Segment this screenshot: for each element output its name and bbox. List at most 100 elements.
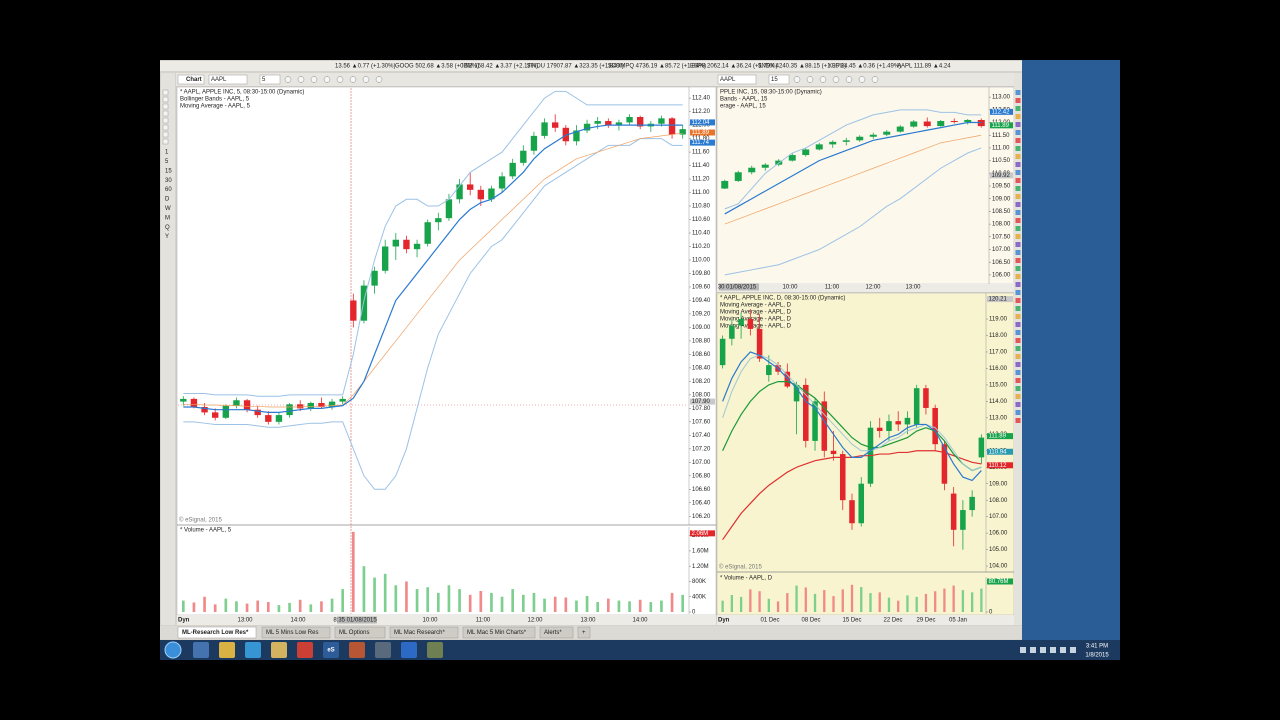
workspace-tab-label[interactable]: ML 5 Mins Low Res: [266, 630, 318, 636]
chart-tab[interactable]: [177, 74, 205, 85]
tool-icon[interactable]: [1015, 90, 1021, 95]
tool-icon[interactable]: [1015, 402, 1021, 407]
symbol-2[interactable]: AAPL: [720, 77, 736, 83]
tool-icon[interactable]: [1015, 202, 1021, 207]
interval-button[interactable]: D: [165, 197, 170, 203]
toolbar-button[interactable]: [793, 76, 801, 83]
toolbar-button[interactable]: [375, 76, 383, 83]
workspace-tab-label[interactable]: ML-Research Low Res*: [182, 630, 249, 636]
workspace-tab-label[interactable]: ML Mac 5 Min Charts*: [467, 630, 527, 636]
tool-icon[interactable]: [162, 131, 169, 138]
tool-icon[interactable]: [1015, 186, 1021, 191]
taskbar-icon[interactable]: [375, 642, 391, 658]
tool-icon[interactable]: [1015, 282, 1021, 287]
workspace-tab[interactable]: [261, 626, 331, 639]
toolbar-button[interactable]: [284, 76, 292, 83]
tool-icon[interactable]: [1015, 194, 1021, 199]
toolbar-button[interactable]: [858, 76, 866, 83]
tray-icon[interactable]: [1060, 647, 1066, 653]
tool-icon[interactable]: [162, 110, 169, 117]
toolbar-button[interactable]: [845, 76, 853, 83]
toolbar-button[interactable]: [349, 76, 357, 83]
tool-icon[interactable]: [1015, 178, 1021, 183]
toolbar-button[interactable]: [336, 76, 344, 83]
tool-icon[interactable]: [1015, 274, 1021, 279]
interval-button[interactable]: 30: [165, 178, 172, 184]
tool-icon[interactable]: [1015, 170, 1021, 175]
tool-icon[interactable]: [162, 96, 169, 103]
tool-icon[interactable]: [1015, 154, 1021, 159]
interval[interactable]: 5: [262, 77, 266, 83]
tool-icon[interactable]: [1015, 354, 1021, 359]
tray-icon[interactable]: [1050, 647, 1056, 653]
tool-icon[interactable]: [1015, 130, 1021, 135]
tool-icon[interactable]: [1015, 242, 1021, 247]
tool-icon[interactable]: [1015, 362, 1021, 367]
tool-icon[interactable]: [1015, 298, 1021, 303]
tool-icon[interactable]: [1015, 98, 1021, 103]
toolbar-button[interactable]: [310, 76, 318, 83]
interval-input-2[interactable]: [768, 74, 790, 85]
tray-icon[interactable]: [1070, 647, 1076, 653]
workspace-tab[interactable]: [577, 626, 591, 639]
axis-mode[interactable]: Dyn: [178, 618, 190, 624]
tool-icon[interactable]: [1015, 418, 1021, 423]
tool-icon[interactable]: [1015, 322, 1021, 327]
tool-icon[interactable]: [162, 124, 169, 131]
taskbar-icon[interactable]: [401, 642, 417, 658]
workspace-tab-label[interactable]: Alerts*: [544, 630, 562, 636]
start-button[interactable]: [164, 641, 182, 659]
symbol-input-2[interactable]: [717, 74, 757, 85]
interval-button[interactable]: 5: [165, 159, 169, 165]
tool-icon[interactable]: [1015, 346, 1021, 351]
workspace-tab[interactable]: [334, 626, 386, 639]
tool-icon[interactable]: [1015, 258, 1021, 263]
taskbar-icon[interactable]: [297, 642, 313, 658]
tool-icon[interactable]: [162, 103, 169, 110]
workspace-tab-label[interactable]: ML Mac Research*: [394, 630, 445, 636]
tool-icon[interactable]: [162, 138, 169, 145]
tool-icon[interactable]: [1015, 226, 1021, 231]
workspace-tab[interactable]: [539, 626, 574, 639]
tool-icon[interactable]: [1015, 114, 1021, 119]
interval-button[interactable]: 15: [165, 168, 172, 174]
tool-icon[interactable]: [1015, 250, 1021, 255]
tool-icon[interactable]: [1015, 234, 1021, 239]
tool-icon[interactable]: [1015, 330, 1021, 335]
tool-icon[interactable]: [1015, 394, 1021, 399]
interval-2[interactable]: 15: [771, 77, 778, 83]
interval-button[interactable]: Q: [165, 225, 170, 231]
tool-icon[interactable]: [1015, 138, 1021, 143]
tool-icon[interactable]: [1015, 370, 1021, 375]
toolbar-button[interactable]: [806, 76, 814, 83]
toolbar-button[interactable]: [871, 76, 879, 83]
tool-icon[interactable]: [1015, 386, 1021, 391]
toolbar-button[interactable]: [832, 76, 840, 83]
tool-icon[interactable]: [1015, 146, 1021, 151]
taskbar-icon[interactable]: [323, 642, 339, 658]
toolbar-button[interactable]: [362, 76, 370, 83]
workspace-tab-label[interactable]: +: [582, 630, 586, 636]
tool-icon[interactable]: [1015, 210, 1021, 215]
tool-icon[interactable]: [1015, 410, 1021, 415]
interval-input[interactable]: [259, 74, 281, 85]
interval-button[interactable]: Y: [165, 234, 169, 240]
toolbar-button[interactable]: [819, 76, 827, 83]
tray-icon[interactable]: [1020, 647, 1026, 653]
tool-icon[interactable]: [1015, 218, 1021, 223]
tool-icon[interactable]: [1015, 162, 1021, 167]
workspace-tab[interactable]: [389, 626, 459, 639]
taskbar-icon[interactable]: [245, 642, 261, 658]
tool-icon[interactable]: [1015, 290, 1021, 295]
tool-icon[interactable]: [1015, 378, 1021, 383]
workspace-tab[interactable]: [177, 626, 257, 639]
tray-icon[interactable]: [1040, 647, 1046, 653]
symbol-input[interactable]: [208, 74, 248, 85]
chart-tab-label[interactable]: Chart: [186, 77, 202, 83]
tool-icon[interactable]: [1015, 266, 1021, 271]
tool-icon[interactable]: [1015, 338, 1021, 343]
taskbar-icon[interactable]: [427, 642, 443, 658]
taskbar-icon[interactable]: [219, 642, 235, 658]
taskbar-icon[interactable]: [349, 642, 365, 658]
tool-icon[interactable]: [162, 117, 169, 124]
